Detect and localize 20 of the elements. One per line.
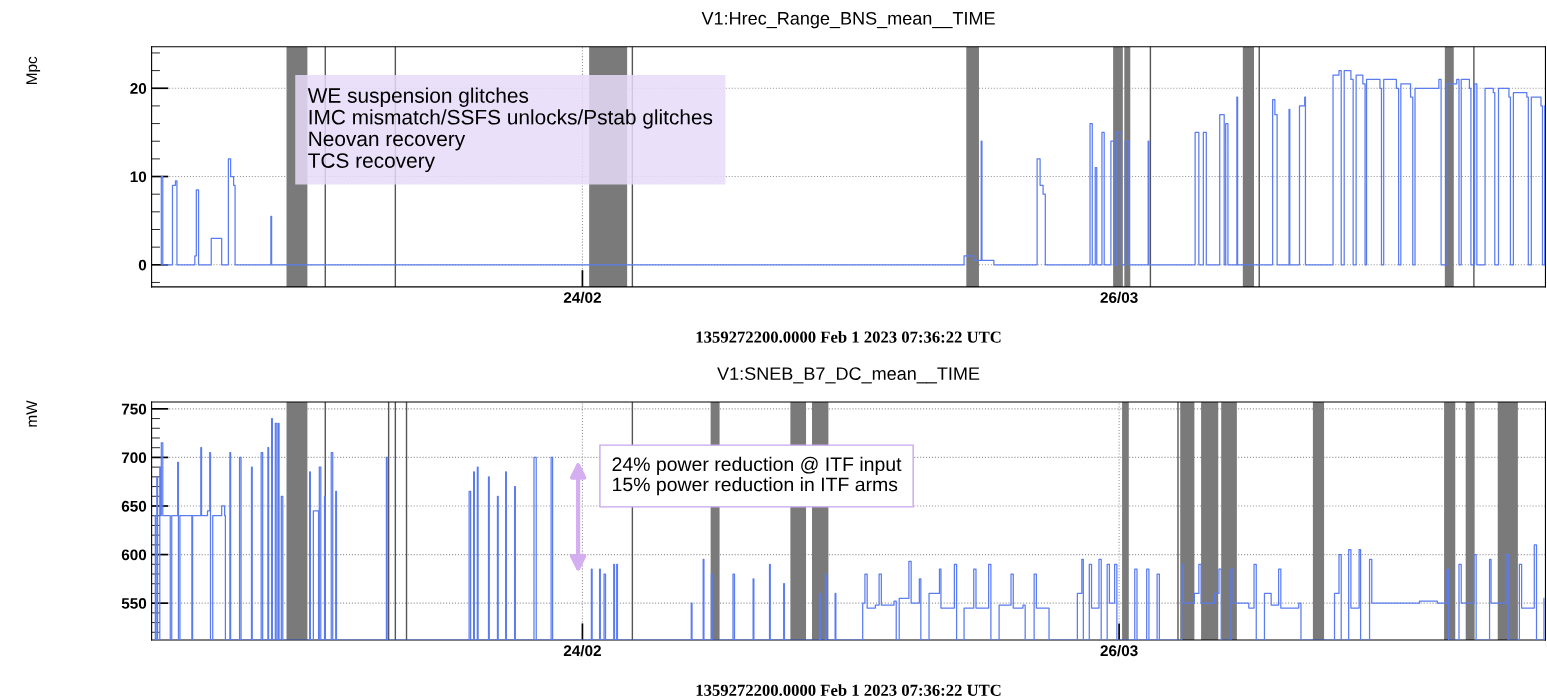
y-axis-title: Mpc <box>26 56 41 84</box>
y-tick-label: 20 <box>130 83 147 94</box>
y-tick-label: 10 <box>130 171 147 183</box>
x-axis-title: 1359272200.0000 Feb 1 2023 07:36:22 UTC <box>696 684 1001 696</box>
x-tick-label: 26/03 <box>1100 644 1138 657</box>
y-tick-label: 550 <box>121 598 147 609</box>
annotation: WE suspension glitches IMC mismatch/SSFS unlocks/Pstab glitches Neovan recovery TCS recovery <box>307 87 713 173</box>
y-tick-label: 600 <box>121 549 147 561</box>
y-tick-label: 750 <box>121 403 147 415</box>
y-tick-label: 700 <box>121 452 147 464</box>
chart-title: V1:SNEB_B7_DC_mean__TIME <box>717 367 980 384</box>
y-axis-title: mW <box>26 400 37 427</box>
x-tick-label: 24/02 <box>563 644 601 657</box>
x-tick-label: 26/03 <box>1100 291 1138 304</box>
x-axis-title: 1359272200.0000 Feb 1 2023 07:36:22 UTC <box>696 330 1001 343</box>
annotation: 24% power reduction @ ITF input 15% power reduction in ITF arms <box>612 456 902 496</box>
x-tick-label: 24/02 <box>563 291 601 304</box>
y-tick-label: 0 <box>138 259 147 271</box>
y-tick-label: 650 <box>121 500 147 512</box>
chart-title: V1:Hrec_Range_BNS_mean__TIME <box>701 11 995 29</box>
